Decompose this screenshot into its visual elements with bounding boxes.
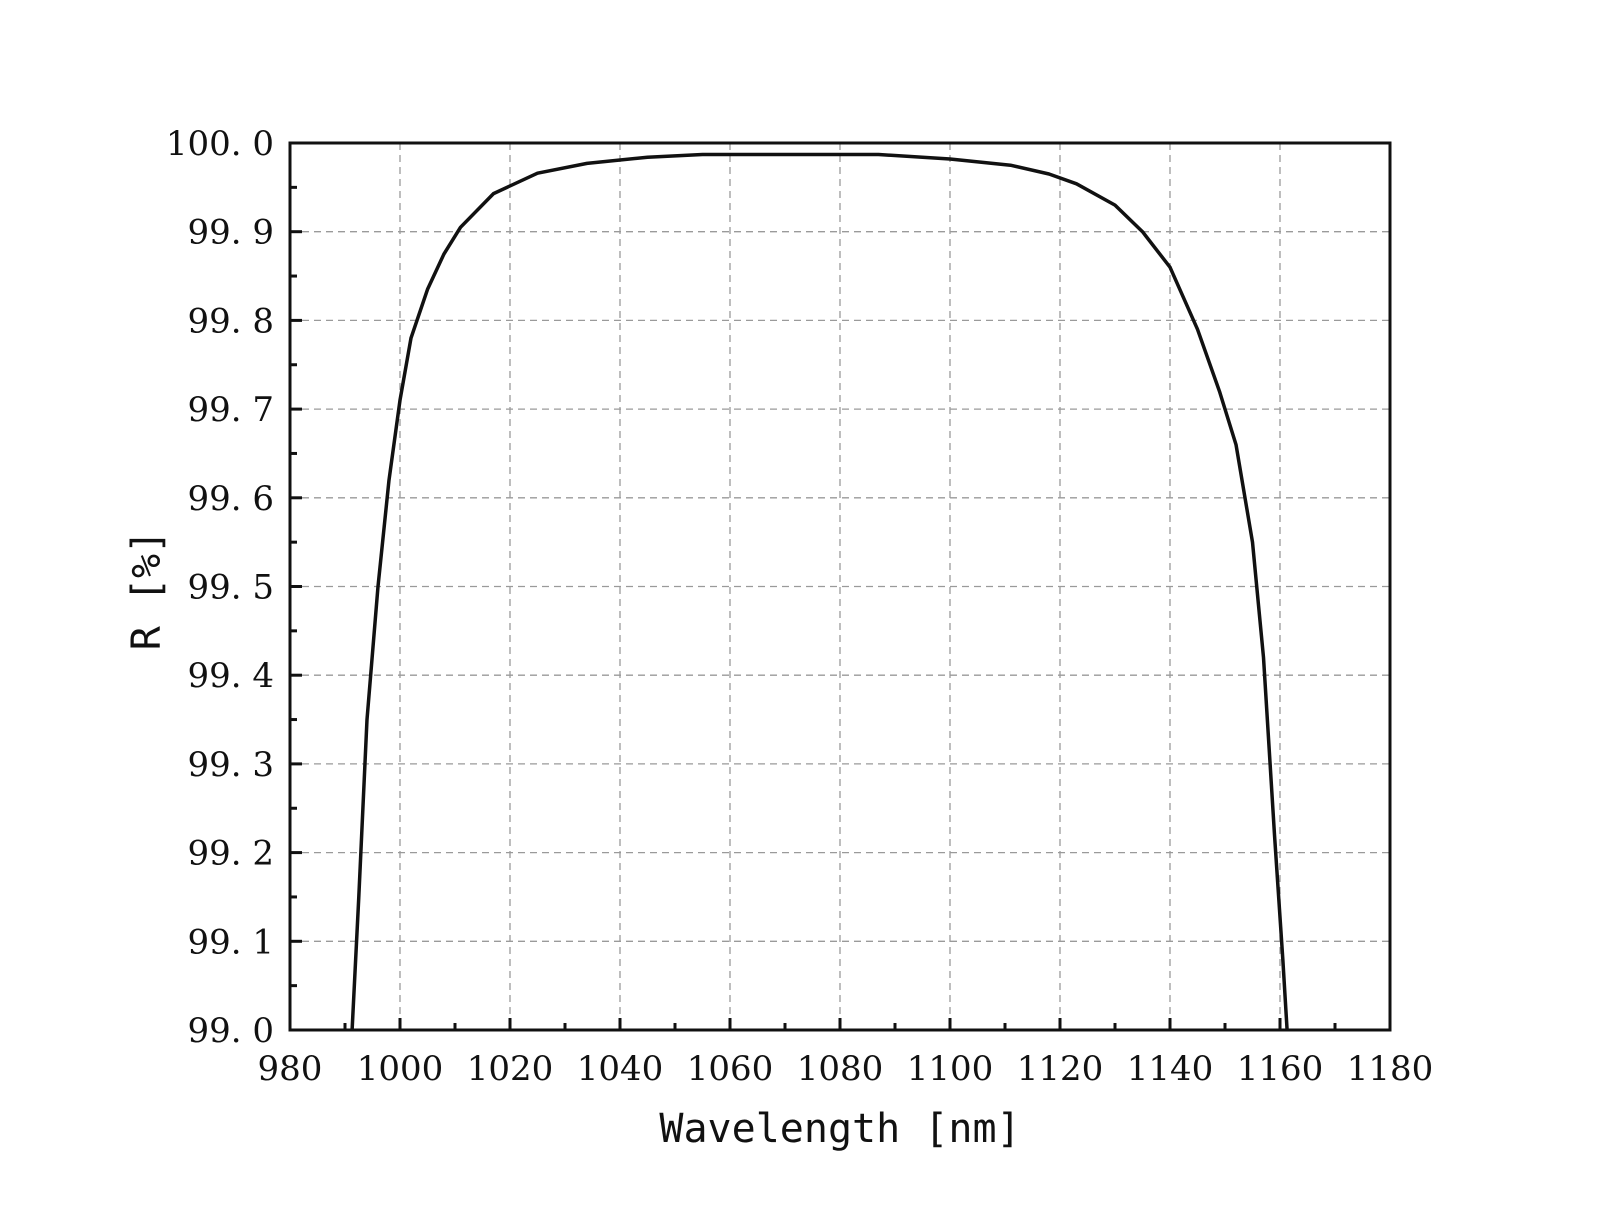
x-tick-label: 1100 (907, 1049, 994, 1089)
plot-area (350, 152, 1289, 1031)
x-tick-label: 1080 (797, 1049, 884, 1089)
y-tick-label: 99. 0 (187, 1011, 274, 1051)
y-tick-label: 99. 2 (187, 834, 274, 874)
x-tick-label: 1120 (1017, 1049, 1104, 1089)
grid (290, 143, 1390, 1030)
y-tick-label: 100. 0 (166, 124, 274, 164)
y-tick-label: 99. 3 (187, 745, 274, 785)
x-tick-label: 980 (258, 1049, 323, 1089)
y-tick-label: 99. 1 (187, 922, 274, 962)
x-tick-labels: 980 1000 1020 1040 1060 1080 1100 1120 1140 1160 1… (258, 1049, 1434, 1089)
x-tick-label: 1020 (467, 1049, 554, 1089)
y-tick-labels: 99. 0 99. 1 99. 2 99. 3 99. 4 99. 5 99. 6 99. 7… (166, 124, 274, 1051)
y-axis-title: R [%] (124, 530, 170, 650)
y-tick-label: 99. 4 (187, 656, 274, 696)
x-tick-label: 1160 (1237, 1049, 1324, 1089)
reflectance-curve (350, 152, 1289, 1031)
y-tick-label: 99. 8 (187, 301, 274, 341)
y-tick-label: 99. 6 (187, 479, 274, 519)
x-tick-label: 1140 (1127, 1049, 1214, 1089)
x-tick-label: 1040 (577, 1049, 664, 1089)
y-tick-label: 99. 7 (187, 390, 274, 430)
y-tick-label: 99. 5 (187, 568, 274, 608)
axis-ticks (288, 141, 1392, 1032)
x-tick-label: 1000 (357, 1049, 444, 1089)
x-tick-label: 1060 (687, 1049, 774, 1089)
x-axis-title: Wavelength [nm] (659, 1106, 1020, 1152)
x-tick-label: 1180 (1347, 1049, 1434, 1089)
y-tick-label: 99. 9 (187, 213, 274, 253)
